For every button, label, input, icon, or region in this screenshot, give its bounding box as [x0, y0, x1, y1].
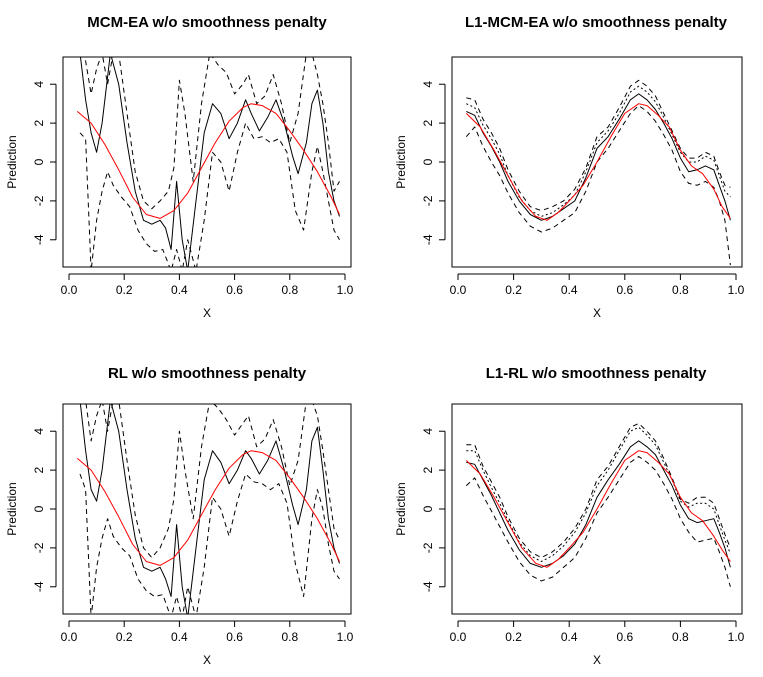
y-tick-label: -2: [32, 542, 46, 553]
y-tick-label: -2: [421, 195, 435, 206]
y-tick-label: 0: [32, 158, 46, 165]
series-line-upper-band: [85, 404, 340, 559]
series-line-lower-band: [79, 473, 340, 614]
panel-1: MCM-EA w/o smoothness penalty 0.0 0.2 0.4 0.…: [5, 14, 353, 320]
series-line-true-function: [465, 450, 731, 568]
x-tick-label: 0.6: [226, 283, 243, 297]
series-group: [465, 79, 731, 266]
x-tick-label: 0.8: [281, 283, 298, 297]
x-tick-label: 0.2: [505, 630, 522, 644]
y-tick-label: 2: [32, 119, 46, 126]
y-tick-label: 4: [421, 81, 435, 88]
y-axis-label: Prediction: [394, 135, 408, 188]
x-tick-label: 0.4: [171, 283, 188, 297]
series-line-estimate: [79, 404, 340, 614]
panel-3: RL w/o smoothness penalty 0.0 0.2 0.4 0.6 0.8…: [5, 365, 353, 667]
y-tick-label: 4: [421, 428, 435, 435]
series-line-lower-band: [465, 456, 731, 587]
y-tick-label: 2: [421, 466, 435, 473]
y-tick-label: -4: [421, 234, 435, 245]
plot-frame: [62, 56, 352, 268]
series-line-upper-band: [466, 422, 731, 559]
y-tick-label: 0: [32, 505, 46, 512]
series-line-estimate: [466, 440, 731, 568]
series-line-upper-band: [82, 57, 340, 210]
x-tick-label: 0.4: [561, 283, 578, 297]
y-tick-label: -2: [421, 542, 435, 553]
x-tick-label: 1.0: [337, 283, 354, 297]
y-tick-label: 2: [32, 466, 46, 473]
series-line-second-band: [466, 85, 731, 217]
panel-title: MCM-EA w/o smoothness penalty: [87, 14, 327, 31]
y-tick-label: -4: [32, 581, 46, 592]
x-tick-label: 0.8: [672, 283, 689, 297]
y-axis-label: Prediction: [5, 482, 19, 535]
x-tick-label: 0.0: [61, 283, 78, 297]
x-tick-label: 0.8: [281, 630, 298, 644]
x-tick-label: 0.6: [616, 630, 633, 644]
series-line-upper-band: [466, 79, 731, 212]
series-group: [76, 57, 340, 267]
series-group: [76, 404, 340, 614]
x-tick-label: 0.0: [450, 630, 467, 644]
y-tick-label: 0: [421, 158, 435, 165]
x-tick-label: 0.6: [226, 630, 243, 644]
x-tick-label: 1.0: [728, 630, 745, 644]
series-line-lower-band: [79, 122, 340, 267]
x-tick-label: 0.4: [561, 630, 578, 644]
plot-frame: [451, 403, 743, 615]
x-axis-label: X: [593, 306, 601, 320]
x-axis-label: X: [203, 653, 211, 667]
series-line-second-band: [466, 426, 731, 562]
x-tick-label: 0.8: [672, 630, 689, 644]
y-tick-label: 0: [421, 505, 435, 512]
panel-title: L1-MCM-EA w/o smoothness penalty: [465, 14, 728, 31]
x-tick-label: 1.0: [728, 283, 745, 297]
panel-title: L1-RL w/o smoothness penalty: [486, 365, 707, 382]
y-tick-label: -4: [32, 234, 46, 245]
series-line-true-function: [76, 450, 340, 566]
x-axis-label: X: [593, 653, 601, 667]
panel-2: L1-MCM-EA w/o smoothness penalty 0.0 0.2 0.…: [394, 14, 744, 320]
y-tick-label: -4: [421, 581, 435, 592]
x-tick-label: 0.0: [61, 630, 78, 644]
series-line-lower-band: [465, 105, 731, 266]
x-tick-label: 1.0: [337, 630, 354, 644]
plot-frame: [451, 56, 743, 268]
y-tick-label: 4: [32, 428, 46, 435]
x-tick-label: 0.4: [171, 630, 188, 644]
y-tick-label: -2: [32, 195, 46, 206]
panel-4: L1-RL w/o smoothness penalty 0.0 0.2 0.4 0.6…: [394, 365, 744, 667]
plot-frame: [62, 403, 352, 615]
x-tick-label: 0.6: [616, 283, 633, 297]
y-tick-label: 4: [32, 81, 46, 88]
y-tick-label: 2: [421, 119, 435, 126]
panel-title: RL w/o smoothness penalty: [108, 365, 307, 382]
y-axis-label: Prediction: [394, 482, 408, 535]
x-tick-label: 0.2: [116, 630, 133, 644]
x-tick-label: 0.2: [505, 283, 522, 297]
y-axis-label: Prediction: [5, 135, 19, 188]
series-line-estimate: [79, 57, 340, 267]
series-line-true-function: [76, 103, 340, 219]
series-group: [465, 422, 731, 587]
series-line-true-function: [465, 103, 731, 221]
x-tick-label: 0.0: [450, 283, 467, 297]
x-tick-label: 0.2: [116, 283, 133, 297]
x-axis-label: X: [203, 306, 211, 320]
series-line-estimate: [466, 93, 731, 221]
